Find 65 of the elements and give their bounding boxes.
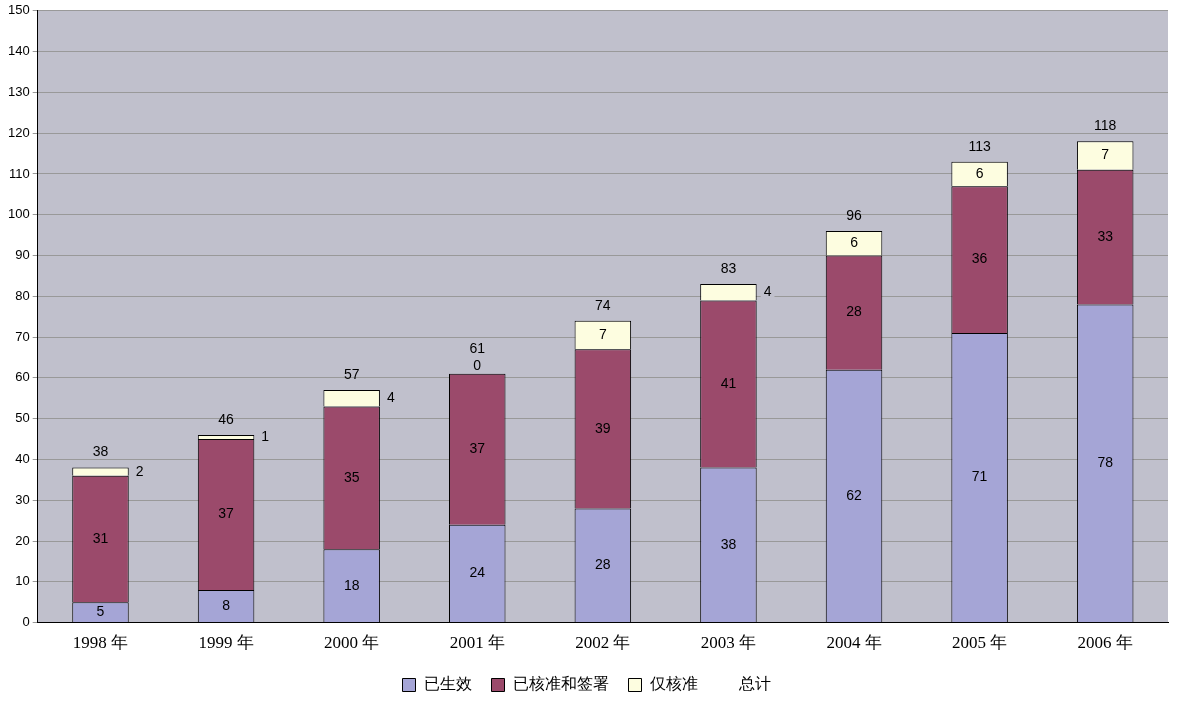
data-label: 18 <box>343 576 360 593</box>
data-label: 6 <box>850 234 859 251</box>
data-label: 41 <box>720 374 737 391</box>
total-label: 83 <box>720 259 737 276</box>
legend-label: 已生效 <box>423 675 472 693</box>
y-tick-label: 70 <box>15 328 30 344</box>
total-label: 61 <box>469 339 486 356</box>
data-label: 33 <box>1097 228 1114 245</box>
data-label: 39 <box>595 419 611 436</box>
data-label: 7 <box>598 325 607 342</box>
y-tick-label: 80 <box>15 287 30 303</box>
y-tick-label: 140 <box>7 43 30 59</box>
data-label: 28 <box>595 556 611 573</box>
data-label: 6 <box>975 164 984 181</box>
y-tick-label: 120 <box>7 124 30 140</box>
data-label: 4 <box>386 389 395 406</box>
data-label: 62 <box>846 486 863 503</box>
data-label: 24 <box>469 564 486 581</box>
data-label: 7 <box>1101 146 1110 163</box>
total-label: 74 <box>595 296 611 313</box>
data-label: 5 <box>96 603 105 620</box>
total-label: 96 <box>846 206 863 223</box>
x-tick-label: 2006 年 <box>1077 633 1133 653</box>
data-label: 36 <box>971 250 988 267</box>
x-tick-label: 2003 年 <box>700 633 757 653</box>
y-tick-label: 50 <box>15 410 30 426</box>
data-label: 71 <box>971 468 988 485</box>
y-tick-label: 150 <box>7 2 30 18</box>
y-tick-label: 60 <box>15 369 30 385</box>
data-label: 78 <box>1097 454 1114 471</box>
data-label: 38 <box>720 535 737 552</box>
y-tick-label: 30 <box>15 491 30 507</box>
text: 总计 <box>737 675 771 693</box>
total-label: 113 <box>968 137 991 154</box>
x-tick-label: 2000 年 <box>324 633 380 653</box>
data-label: 8 <box>222 596 231 613</box>
data-label: 2 <box>135 462 144 479</box>
y-tick-label: 100 <box>7 206 30 222</box>
y-tick-label: 90 <box>15 247 30 263</box>
y-tick-label: 40 <box>15 451 30 467</box>
data-label: 31 <box>92 529 109 546</box>
x-tick-label: 2005 年 <box>951 633 1008 653</box>
y-tick-label: 10 <box>15 573 30 589</box>
total-label: 38 <box>92 443 109 460</box>
legend-label: 已核准和签署 <box>512 675 609 693</box>
y-tick-label: 20 <box>15 532 30 548</box>
y-tick-label: 0 <box>22 614 30 630</box>
data-label: 37 <box>469 440 486 457</box>
y-tick-label: 130 <box>7 83 30 99</box>
legend-label: 仅核准 <box>649 675 698 693</box>
y-tick-label: 110 <box>8 165 30 181</box>
data-label: 35 <box>343 468 360 485</box>
total-label: 57 <box>343 365 360 382</box>
x-tick-label: 2001 年 <box>449 633 505 653</box>
data-label: 37 <box>218 505 235 522</box>
data-label: 28 <box>846 303 863 320</box>
data-label: 4 <box>763 283 772 300</box>
data-label: 1 <box>261 427 270 444</box>
total-label: 118 <box>1094 117 1117 134</box>
x-tick-label: 1999 年 <box>198 633 254 653</box>
data-label: 0 <box>473 356 482 373</box>
x-tick-label: 2004 年 <box>826 633 882 653</box>
total-label: 46 <box>218 410 235 427</box>
x-tick-label: 2002 年 <box>575 633 631 653</box>
x-tick-label: 1998 年 <box>72 633 129 653</box>
